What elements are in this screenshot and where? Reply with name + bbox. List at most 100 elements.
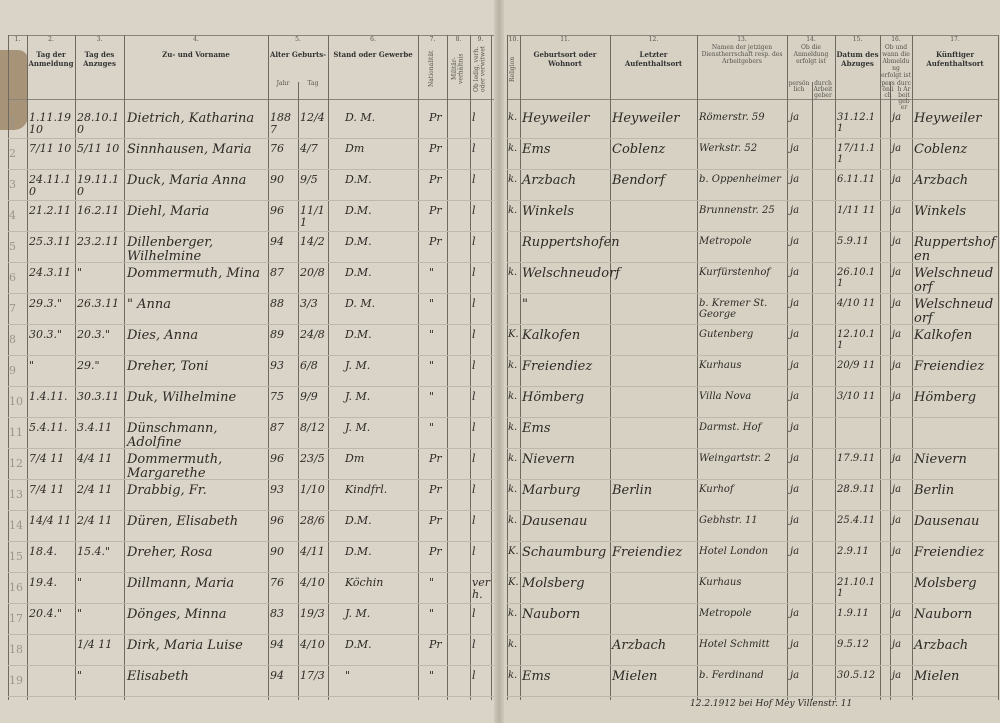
cell-tag: 9/5: [300, 173, 318, 186]
cell-stand: D. M.: [345, 111, 376, 124]
cell-tag: 4/11: [300, 545, 325, 558]
cell-stand: J. M.: [345, 607, 371, 620]
cell-pers: ja: [790, 267, 800, 278]
column-number: 17.: [950, 36, 960, 43]
cell-geb: Ems: [522, 669, 551, 684]
cell-pers: ja: [790, 453, 800, 464]
cell-anm: 5.4.11.: [29, 421, 68, 434]
cell-abz: 1/11 11: [837, 205, 876, 216]
cell-tag: 14/2: [300, 235, 325, 248]
column-divider: [268, 35, 269, 700]
cell-tag: 3/3: [300, 297, 318, 310]
cell-ab: ja: [892, 608, 902, 619]
column-divider: [470, 35, 471, 700]
cell-geb: Freiendiez: [522, 359, 593, 374]
column-label: Ob die Anmeldung erfolgt ist: [793, 44, 829, 65]
cell-geb: Marburg: [522, 483, 581, 498]
cell-ab: ja: [892, 670, 902, 681]
cell-ab: ja: [892, 205, 902, 216]
cell-geb: Winkels: [522, 204, 575, 219]
cell-dienst: Gebhstr. 11: [699, 515, 758, 526]
cell-letzt: Berlin: [612, 483, 653, 498]
row-number: 6: [9, 271, 16, 284]
cell-name: Dietrich, Katharina: [127, 111, 255, 126]
row-number: 13: [9, 488, 23, 501]
cell-dienst: Villa Nova: [699, 391, 752, 402]
cell-anz: 5/11 10: [77, 142, 120, 155]
cell-kuenft: Ruppertshofen: [914, 235, 996, 264]
cell-letzt: Heyweiler: [612, 111, 680, 126]
cell-geb: Dausenau: [522, 514, 588, 529]
column-label: Militär-verhältnis: [451, 53, 465, 85]
cell-nat: ": [429, 607, 435, 620]
cell-fam: l: [472, 204, 476, 217]
cell-nat: Pr: [429, 638, 442, 651]
cell-name: Elisabeth: [127, 669, 189, 684]
column-subheader: persönlich: [881, 80, 895, 99]
column-label: Tag des Anzuges: [83, 50, 116, 68]
row-rule: [8, 386, 494, 387]
cell-fam: l: [472, 545, 476, 558]
cell-fam: l: [472, 390, 476, 403]
row-rule: [507, 417, 998, 418]
column-number: 8.: [455, 36, 462, 43]
cell-anm: 29.3.": [29, 297, 63, 310]
cell-letzt: Mielen: [612, 669, 658, 684]
cell-kuenft: Freiendiez: [914, 359, 985, 374]
cell-abz: 2.9.11: [837, 546, 869, 557]
column-number: 3.: [96, 36, 103, 43]
cell-fam: l: [472, 111, 476, 124]
cell-rel: k.: [508, 205, 518, 216]
cell-jahr: 90: [270, 545, 284, 558]
cell-dienst: Hotel Schmitt: [699, 639, 770, 650]
cell-abz: 26.10.11: [837, 267, 876, 289]
cell-geb: Ems: [522, 142, 551, 157]
cell-nat: ": [429, 390, 435, 403]
column-number: 12.: [648, 36, 659, 43]
cell-geb: Ruppertshofen: [522, 235, 620, 250]
column-number: 4.: [193, 36, 199, 43]
row-number: 5: [9, 240, 16, 253]
cell-tag: 24/8: [300, 328, 325, 341]
column-divider: [697, 35, 698, 700]
cell-dienst: Brunnenstr. 25: [699, 205, 775, 216]
cell-name: " Anna: [127, 297, 171, 312]
row-number: 19: [9, 674, 23, 687]
cell-geb: Kalkofen: [522, 328, 581, 343]
cell-geb: Ems: [522, 421, 551, 436]
cell-anz: 23.2.11: [77, 235, 119, 248]
row-rule: [8, 169, 494, 170]
cell-nat: Pr: [429, 235, 442, 248]
cell-name: Dies, Anna: [127, 328, 199, 343]
row-rule: [8, 417, 494, 418]
cell-name: Dreher, Rosa: [127, 545, 213, 560]
cell-nat: ": [429, 576, 435, 589]
column-header: 13. Namen der jetzigen Dienstherrschaft r…: [697, 36, 787, 98]
column-label: Tag der Anmeldung: [28, 50, 74, 68]
cell-rel: k.: [508, 174, 518, 185]
cell-jahr: 93: [270, 483, 284, 496]
row-number: 2: [9, 147, 16, 160]
cell-tag: 6/8: [300, 359, 318, 372]
row-rule: [8, 262, 494, 263]
cell-kuenft: Kalkofen: [914, 328, 973, 343]
cell-nat: Pr: [429, 111, 442, 124]
column-number: 6.: [370, 36, 376, 43]
cell-stand: ": [345, 669, 351, 682]
row-rule: [507, 541, 998, 542]
cell-pers: ja: [790, 608, 800, 619]
cell-tag: 12/4: [300, 111, 325, 124]
cell-nat: Pr: [429, 514, 442, 527]
cell-anz: 1/4 11: [77, 638, 113, 651]
cell-jahr: 75: [270, 390, 284, 403]
cell-stand: J. M.: [345, 390, 371, 403]
row-rule: [507, 355, 998, 356]
cell-anz: 29.": [77, 359, 100, 372]
cell-jahr: 96: [270, 204, 284, 217]
column-header: 10. Religion: [507, 36, 520, 98]
cell-pers: ja: [790, 670, 800, 681]
column-label: Ob ledig, verh. oder verwitwet: [473, 45, 487, 93]
column-divider: [507, 35, 508, 700]
row-rule: [507, 696, 998, 697]
row-rule: [507, 448, 998, 449]
